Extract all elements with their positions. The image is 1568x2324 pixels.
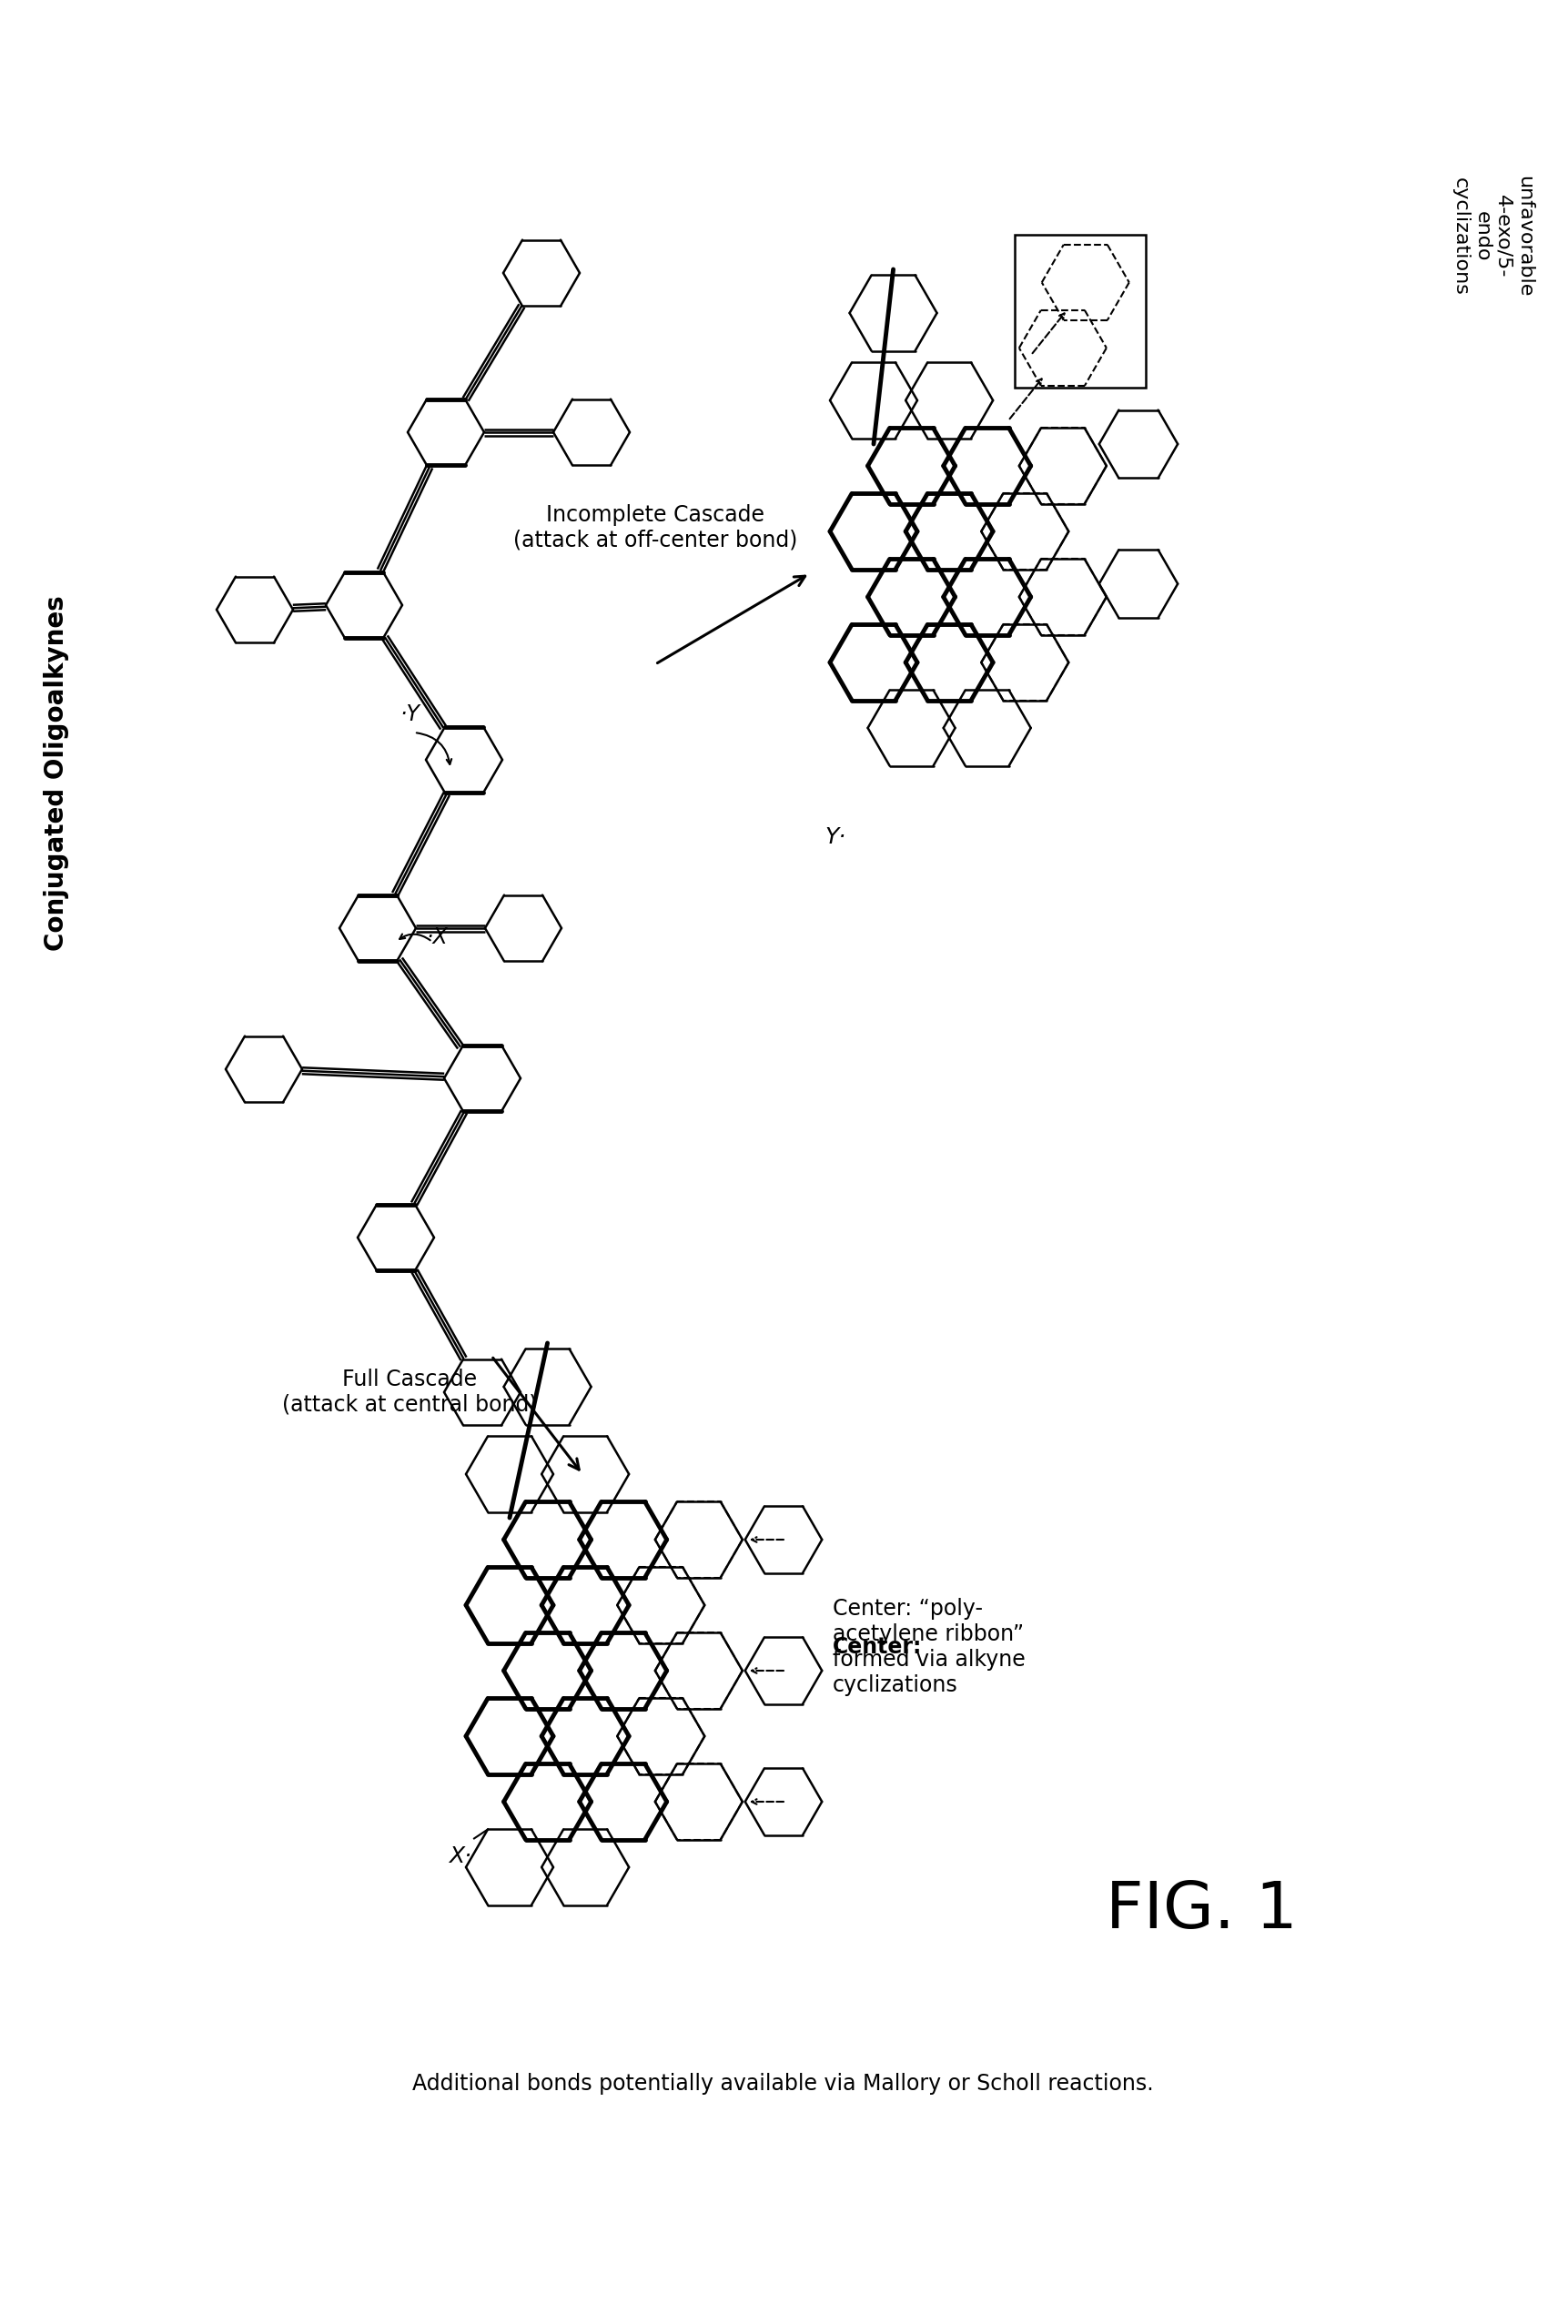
Text: unfavorable
4-exo/5-
endo
cyclizations: unfavorable 4-exo/5- endo cyclizations (1452, 177, 1534, 297)
Text: Center: “poly-
acetylene ribbon”
formed via alkyne
cyclizations: Center: “poly- acetylene ribbon” formed … (833, 1599, 1025, 1697)
Text: FIG. 1: FIG. 1 (1105, 1880, 1297, 1943)
Text: Center:: Center: (833, 1636, 922, 1657)
Text: X·: X· (448, 1845, 472, 1868)
Text: ·X: ·X (426, 927, 447, 948)
Text: Full Cascade
(attack at central bond): Full Cascade (attack at central bond) (282, 1369, 538, 1415)
Text: Conjugated Oligoalkynes: Conjugated Oligoalkynes (44, 595, 69, 951)
Bar (1014, 235, 1146, 388)
Text: Incomplete Cascade
(attack at off-center bond): Incomplete Cascade (attack at off-center… (513, 504, 798, 551)
Text: Additional bonds potentially available via Mallory or Scholl reactions.: Additional bonds potentially available v… (412, 2073, 1154, 2094)
Text: ·Y: ·Y (400, 704, 420, 725)
Text: Y·: Y· (825, 827, 847, 848)
